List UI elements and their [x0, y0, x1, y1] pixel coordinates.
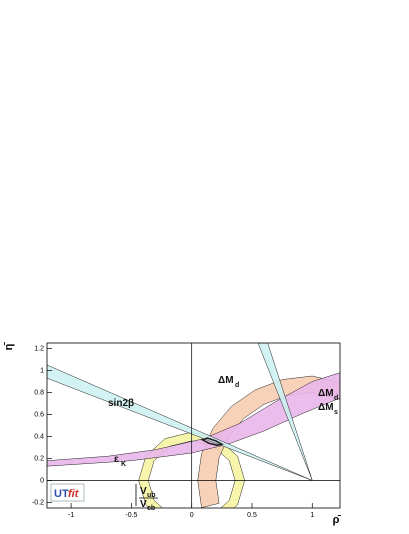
logo: UT	[54, 488, 69, 500]
plot-frame	[46, 342, 341, 509]
annotation: ΔM	[318, 388, 334, 399]
y-tick-label: 0.2	[34, 455, 44, 462]
annotation-sub: K	[121, 461, 126, 468]
annotation: ε	[114, 454, 119, 465]
annotation-sub: d	[235, 382, 239, 389]
x-tick-label: 0.5	[247, 512, 257, 519]
logo-box	[50, 483, 85, 502]
annotation: ΔM	[318, 402, 334, 413]
x-tick-label: -1	[68, 512, 74, 519]
x-tick-label: -0.5	[125, 512, 137, 519]
y-tick-label: 0.6	[34, 411, 44, 418]
x-tick-label: 1	[310, 512, 314, 519]
bands	[47, 343, 340, 508]
y-tick-label: -0.2	[32, 499, 44, 506]
y-tick-label: 1.2	[34, 345, 44, 352]
y-tick-label: 0.4	[34, 433, 44, 440]
annotation: sin2β	[108, 398, 134, 409]
band	[47, 364, 313, 481]
annotation: ΔM	[218, 375, 234, 386]
contour	[200, 437, 225, 447]
annotation: V	[140, 486, 147, 497]
x-tick-label: 0	[190, 512, 194, 519]
axes: -1 -0.5 0 0.5 1 -0.2 0 0.2 0.4 0.6 0.8 1 1.2	[32, 342, 341, 519]
annotation-sub: d	[334, 395, 338, 402]
band	[197, 375, 340, 508]
band	[257, 343, 313, 481]
band	[47, 372, 340, 467]
y-tick-label: 1	[40, 367, 44, 374]
annotation-sub: cb	[147, 505, 155, 512]
annotation: V	[140, 499, 147, 510]
annotations: sin2β ΔM d ΔM d ΔM s ε K V ub V cb UT fi…	[50, 375, 338, 512]
y-tick-label: 0	[40, 477, 44, 484]
x-axis-label: ρ̄	[333, 514, 342, 526]
logo-accent: fit	[68, 488, 80, 500]
y-axis-label: η̄	[3, 342, 15, 351]
y-tick-label: 0.8	[34, 389, 44, 396]
annotation-sub: ub	[147, 492, 156, 499]
annotation-sub: s	[334, 409, 338, 416]
